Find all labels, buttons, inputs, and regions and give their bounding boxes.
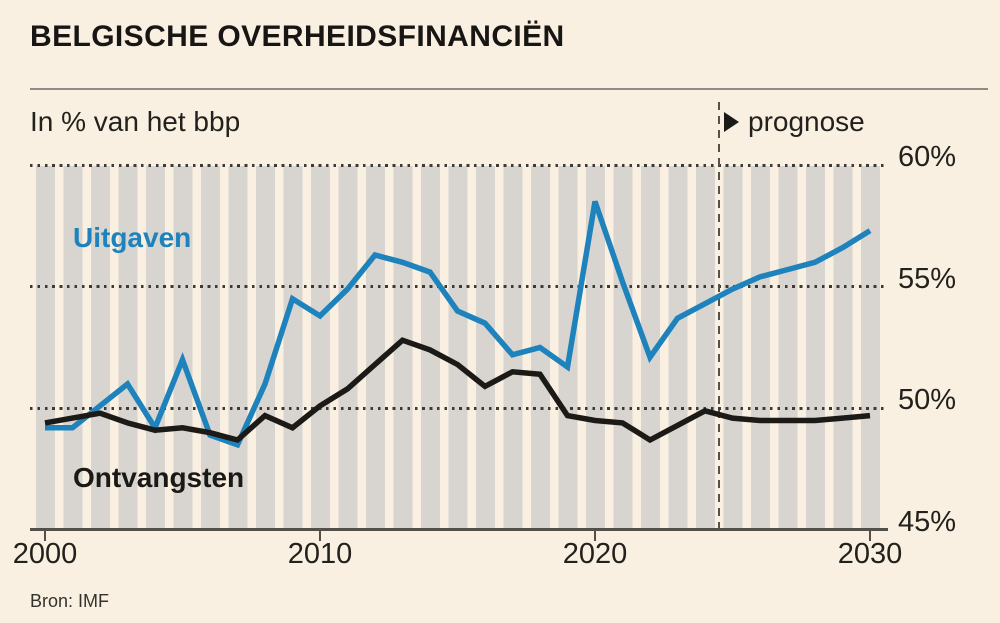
source-label: Bron: IMF [30, 591, 110, 611]
x-axis-label-2030: 2030 [837, 538, 903, 570]
forecast-divider-line [717, 102, 720, 530]
page-title: BELGISCHE OVERHEIDSFINANCIËN [30, 20, 565, 53]
forecast-annotation: prognose [724, 106, 865, 138]
gridline-55 [30, 285, 887, 289]
x-axis-tick-2010 [319, 530, 322, 541]
x-axis-line [30, 528, 888, 531]
plot-background-stripes [35, 166, 881, 530]
gridline-50 [30, 406, 887, 410]
forecast-label: prognose [748, 106, 865, 137]
axis-unit-label: In % van het bbp [30, 106, 241, 137]
x-axis-label-2020: 2020 [562, 538, 628, 570]
x-axis-label-2010: 2010 [287, 538, 353, 570]
gridline-60 [30, 163, 887, 167]
series-label-ontvangsten: Ontvangsten [73, 462, 245, 493]
x-axis-label-2000: 2000 [12, 538, 78, 570]
forecast-arrow-icon [724, 112, 739, 132]
x-axis-tick-2030 [869, 530, 872, 541]
x-axis-tick-2020 [594, 530, 597, 541]
ontvangsten-line [44, 337, 871, 444]
x-axis-tick-2000 [44, 530, 47, 541]
title-divider [30, 88, 988, 90]
series-label-uitgaven: Uitgaven [73, 222, 192, 253]
y-axis-label-45: 45% [898, 506, 957, 538]
y-axis-label-50: 50% [898, 384, 957, 417]
uitgaven-line [45, 200, 872, 449]
y-axis-label-60: 60% [898, 141, 957, 173]
y-axis-label-55: 55% [898, 262, 957, 295]
